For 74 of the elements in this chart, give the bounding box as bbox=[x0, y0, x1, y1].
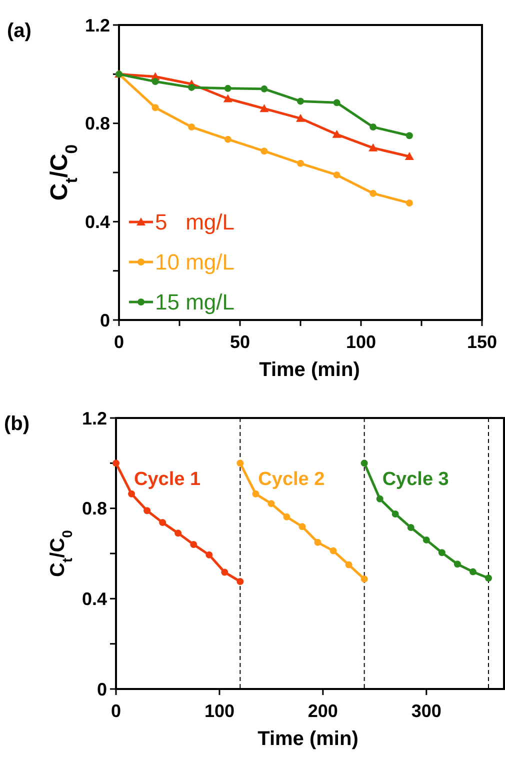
point bbox=[333, 171, 340, 178]
point bbox=[360, 460, 368, 467]
point bbox=[314, 538, 322, 546]
y-tick-label: 1.2 bbox=[82, 408, 107, 428]
y-tick-label: 1.2 bbox=[84, 15, 110, 36]
point bbox=[330, 547, 337, 554]
point bbox=[221, 568, 228, 576]
y-tick-label: 0.8 bbox=[82, 498, 107, 519]
x-tick-label: 0 bbox=[114, 332, 124, 352]
point bbox=[406, 199, 413, 206]
point bbox=[360, 576, 368, 583]
x-axis-title: Time (min) bbox=[258, 728, 358, 750]
point bbox=[283, 513, 290, 520]
point bbox=[260, 148, 268, 155]
point bbox=[144, 507, 151, 514]
point bbox=[438, 549, 446, 556]
y-tick-label: 0.4 bbox=[82, 588, 107, 609]
point bbox=[206, 551, 213, 558]
point bbox=[188, 124, 196, 131]
y-tick-label: 0.4 bbox=[84, 212, 110, 232]
point bbox=[345, 561, 352, 568]
point bbox=[188, 84, 196, 91]
point bbox=[332, 130, 342, 138]
point bbox=[252, 490, 260, 498]
x-tick-label: 150 bbox=[466, 332, 498, 352]
point bbox=[174, 530, 182, 537]
y-tick-label: 0 bbox=[100, 310, 110, 330]
series-label: Cycle 3 bbox=[382, 469, 449, 490]
point bbox=[370, 124, 377, 131]
x-axis-title: Time (min) bbox=[259, 359, 360, 381]
point bbox=[224, 84, 232, 92]
point bbox=[368, 143, 378, 152]
point bbox=[422, 536, 430, 544]
point bbox=[128, 490, 136, 498]
legend-label: 5 mg/L bbox=[155, 210, 234, 235]
point bbox=[236, 460, 244, 467]
point bbox=[392, 510, 399, 518]
x-tick-label: 100 bbox=[204, 701, 234, 721]
point bbox=[298, 523, 306, 530]
chart-title: (a) bbox=[7, 20, 32, 42]
x-tick-label: 200 bbox=[308, 701, 338, 721]
point bbox=[260, 104, 269, 112]
y-tick-label: 0 bbox=[96, 679, 107, 700]
point bbox=[454, 560, 461, 568]
point bbox=[297, 160, 304, 167]
series-label: Cycle 1 bbox=[134, 469, 201, 490]
point bbox=[260, 85, 268, 92]
point bbox=[224, 136, 232, 143]
point bbox=[236, 578, 244, 586]
legend-label: 10 mg/L bbox=[155, 250, 234, 275]
point bbox=[190, 540, 198, 548]
point bbox=[112, 460, 120, 467]
point bbox=[484, 574, 492, 582]
point bbox=[404, 152, 414, 160]
point bbox=[407, 524, 414, 532]
point bbox=[376, 495, 384, 502]
point bbox=[152, 104, 159, 112]
y-tick-label: 0.8 bbox=[84, 114, 110, 134]
series-label: Cycle 2 bbox=[258, 469, 325, 490]
x-tick-label: 300 bbox=[411, 701, 442, 721]
point bbox=[268, 500, 275, 508]
point bbox=[152, 78, 159, 86]
point bbox=[469, 568, 476, 576]
point bbox=[223, 94, 232, 102]
point bbox=[159, 519, 166, 526]
legend-label: 15 mg/L bbox=[155, 290, 234, 315]
chart-title: (b) bbox=[4, 413, 30, 435]
point bbox=[297, 98, 304, 105]
x-tick-label: 100 bbox=[346, 332, 376, 352]
point bbox=[370, 190, 377, 197]
point bbox=[296, 114, 305, 122]
point bbox=[333, 99, 340, 106]
point bbox=[406, 132, 413, 140]
x-tick-label: 50 bbox=[230, 332, 250, 352]
